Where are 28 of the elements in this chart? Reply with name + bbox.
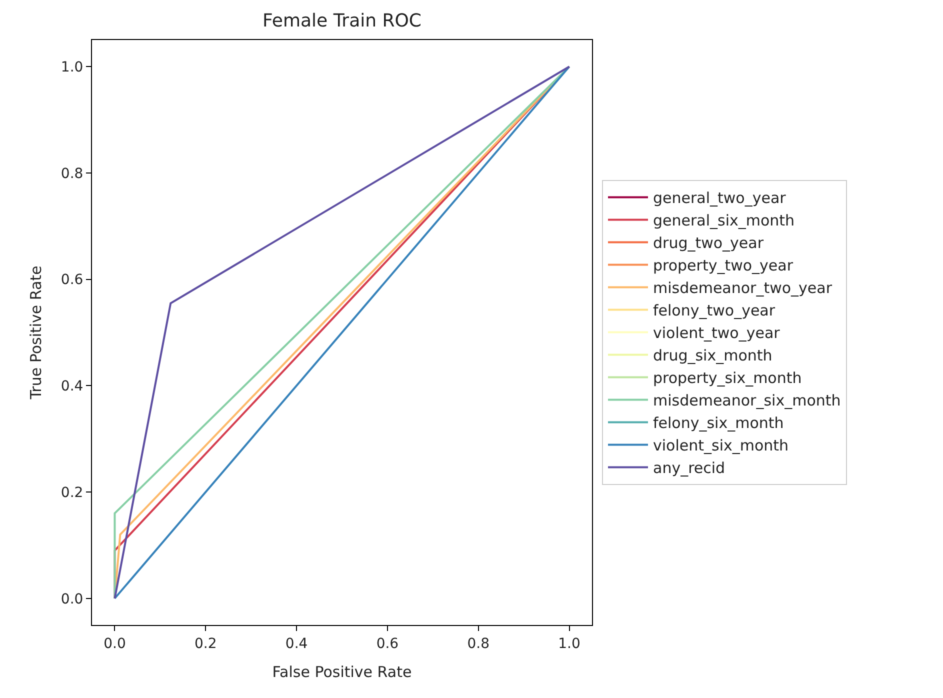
legend-label: property_six_month <box>653 369 802 388</box>
y-tick-label: 0.6 <box>60 272 84 288</box>
x-tick-label: 0.2 <box>194 636 217 652</box>
chart-title: Female Train ROC <box>262 10 422 32</box>
x-tick-label: 0.8 <box>467 636 490 652</box>
y-axis-title: True Positive Rate <box>27 266 46 400</box>
legend-label: drug_two_year <box>653 234 764 252</box>
y-tick-label: 0.0 <box>60 591 84 608</box>
legend-label: drug_six_month <box>653 346 772 365</box>
legend-label: property_two_year <box>653 256 794 275</box>
legend-label: any_recid <box>653 459 726 478</box>
y-tick-label: 1.0 <box>60 59 84 76</box>
x-tick-label: 0.4 <box>285 636 308 652</box>
legend-label: felony_two_year <box>653 302 776 320</box>
legend-label: violent_six_month <box>653 436 789 455</box>
legend-label: general_two_year <box>653 189 787 208</box>
legend-label: violent_two_year <box>653 324 781 342</box>
x-tick-label: 0.0 <box>104 636 126 652</box>
legend-label: general_six_month <box>653 212 795 230</box>
y-tick-label: 0.2 <box>60 484 84 501</box>
x-tick-label: 0.6 <box>376 636 399 652</box>
y-tick-label: 0.8 <box>60 166 84 182</box>
legend-label: misdemeanor_two_year <box>653 279 833 298</box>
x-tick-label: 1.0 <box>558 636 580 652</box>
y-tick-label: 0.4 <box>60 378 84 395</box>
legend-label: misdemeanor_six_month <box>653 392 841 410</box>
x-axis-title: False Positive Rate <box>272 662 412 681</box>
legend-label: felony_six_month <box>653 414 784 432</box>
